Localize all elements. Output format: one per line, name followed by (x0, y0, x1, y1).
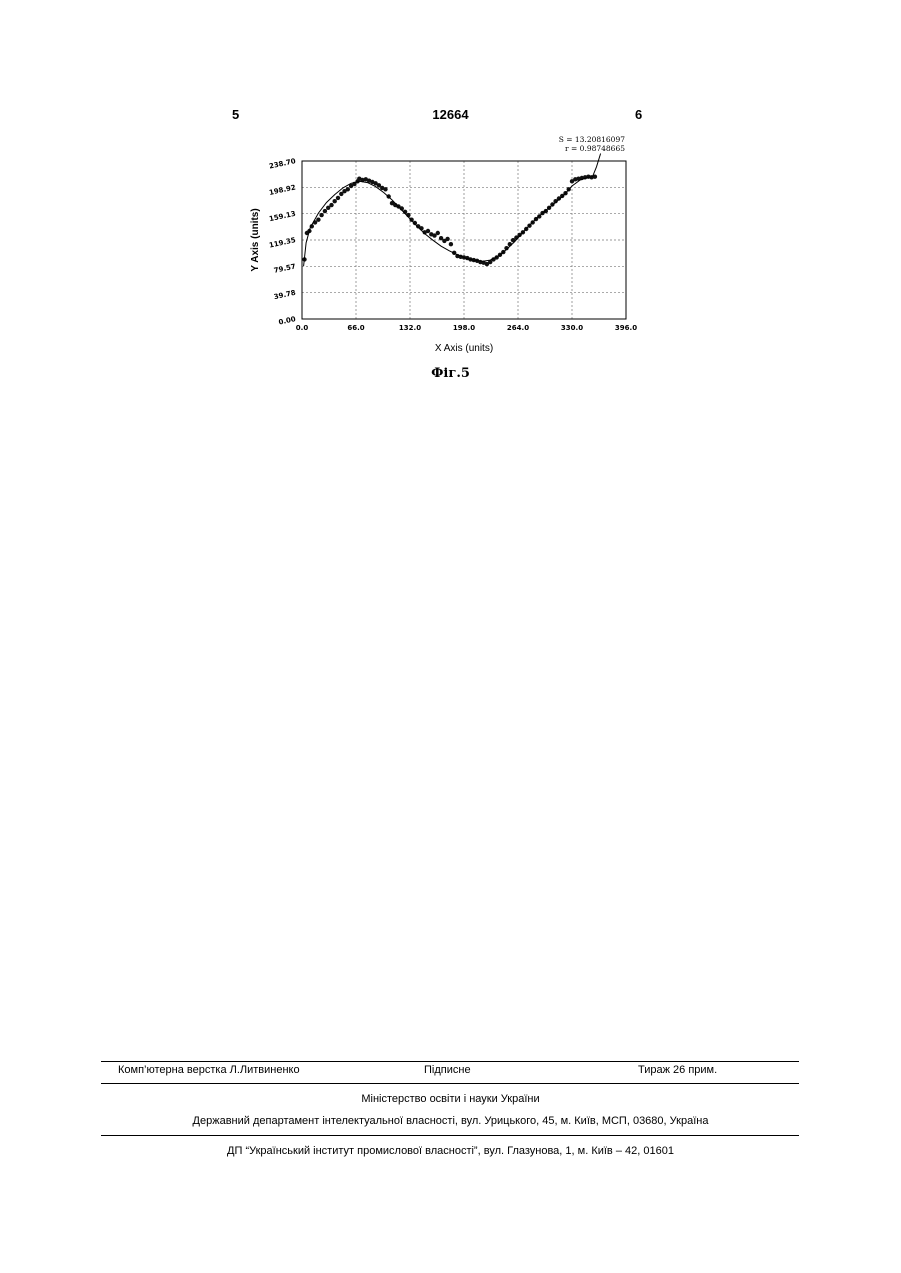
y-tick-label: 0.00 (278, 315, 297, 326)
patent-number: 12664 (0, 107, 901, 122)
stat-r-label: r = 0.98748665 (565, 144, 625, 153)
y-tick-label: 159.13 (268, 210, 296, 223)
department-line: Державний департамент інтелектуальної вл… (0, 1115, 901, 1127)
data-points (302, 175, 597, 267)
x-tick-label: 264.0 (507, 324, 529, 332)
y-tick-label: 119.35 (268, 236, 296, 249)
footer-rule-bottom (101, 1135, 799, 1136)
footer-rule-middle (101, 1083, 799, 1084)
y-tick-label: 79.57 (273, 262, 296, 274)
stat-s-label: S = 13.20816097 (559, 135, 626, 144)
fit-curve (304, 154, 601, 267)
x-tick-labels: 0.0 66.0 132.0 198.0 264.0 330.0 396.0 (296, 324, 637, 332)
figure-caption: Фіг.5 (0, 366, 901, 381)
x-tick-label: 66.0 (347, 324, 364, 332)
circulation-label: Тираж 26 прим. (638, 1064, 717, 1076)
data-point (329, 203, 333, 207)
x-tick-label: 330.0 (561, 324, 583, 332)
data-point (346, 187, 350, 191)
x-tick-label: 132.0 (399, 324, 421, 332)
x-tick-label: 198.0 (453, 324, 475, 332)
data-point (383, 187, 387, 191)
data-point (333, 199, 337, 203)
y-axis-label: Y Axis (units) (250, 208, 261, 271)
data-point (426, 229, 430, 233)
data-point (449, 242, 453, 246)
signed-label: Підписне (424, 1064, 471, 1076)
x-tick-label: 0.0 (296, 324, 309, 332)
data-point (436, 231, 440, 235)
y-tick-label: 39.78 (273, 289, 296, 301)
data-point (323, 209, 327, 213)
data-point (319, 213, 323, 217)
page-number-right: 6 (635, 107, 642, 122)
y-tick-labels: 0.00 39.78 79.57 119.35 159.13 198.92 238.70 (268, 157, 296, 326)
ministry-line: Міністерство освіти і науки України (0, 1093, 901, 1105)
footer-rule-top (101, 1061, 799, 1062)
data-point (336, 196, 340, 200)
x-tick-label: 396.0 (615, 324, 637, 332)
layout-credit: Комп’ютерна верстка Л.Литвиненко (118, 1064, 300, 1076)
data-point (445, 237, 449, 241)
y-tick-label: 238.70 (268, 157, 296, 170)
data-point (316, 218, 320, 222)
y-tick-label: 198.92 (268, 183, 296, 196)
x-axis-label: X Axis (units) (435, 343, 493, 354)
institute-line: ДП “Український інститут промислової вла… (0, 1145, 901, 1157)
fit-chart: S = 13.20816097 r = 0.98748665 0.00 39.78… (238, 128, 638, 360)
